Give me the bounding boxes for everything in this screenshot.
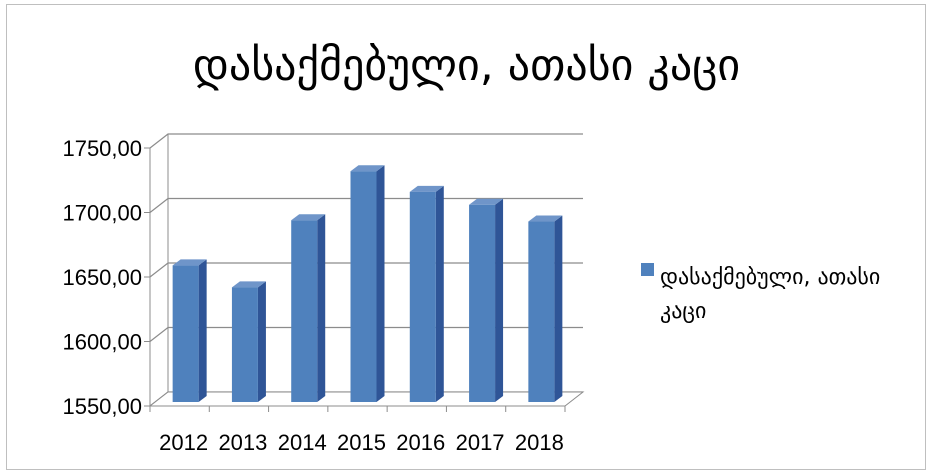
bar-front [528,221,555,402]
bar-side [495,198,504,402]
bar [172,259,207,402]
y-axis: 1750,00 1700,00 1650,00 1600,00 1550,00 [62,134,169,419]
bar-front [350,171,377,402]
bar [409,185,444,402]
gridline [149,133,583,149]
x-tick-label: 2012 [159,430,208,455]
legend: დასაქმებული, ათასი კაცი [641,263,880,324]
bar-side [435,185,444,402]
y-tick-label: 1650,00 [62,265,142,290]
x-tick-label: 2015 [337,430,386,455]
bar-side [554,215,563,402]
x-tick-label: 2014 [278,430,327,455]
bar [231,281,266,402]
bar [469,198,504,402]
y-tick-label: 1600,00 [62,330,142,355]
bar-front [172,265,199,402]
bar-front [469,204,496,402]
bar-side [317,214,326,402]
legend-label: დასაქმებული, ათასი [660,265,880,290]
bar-top [172,259,207,266]
bar-top [291,214,326,221]
bar-side [198,259,207,402]
x-tick-label: 2017 [456,430,505,455]
y-tick-label: 1700,00 [62,201,142,226]
legend-label-line-2: კაცი [660,299,706,324]
bars [172,165,563,402]
y-tick-label: 1750,00 [62,136,142,161]
bar-front [291,220,318,402]
x-axis: 2012 2013 2014 2015 2016 2017 2018 [149,406,566,455]
bar [350,165,385,402]
chart-title: დასაქმებული, ათასი კაცი [192,40,741,91]
bar-top [231,281,266,288]
bar-front [409,191,436,402]
legend-swatch [641,263,654,276]
x-tick-label: 2018 [515,430,564,455]
bar [528,215,563,402]
bar-front [231,287,258,402]
x-tick-label: 2013 [218,430,267,455]
y-tick-label: 1550,00 [62,394,142,419]
bar-top [409,185,444,192]
bar-top [469,198,504,205]
bar-side [257,281,266,402]
bar-top [528,215,563,222]
bar-top [350,165,385,172]
x-tick-label: 2016 [396,430,445,455]
bar [291,214,326,402]
bar-side [376,165,385,402]
